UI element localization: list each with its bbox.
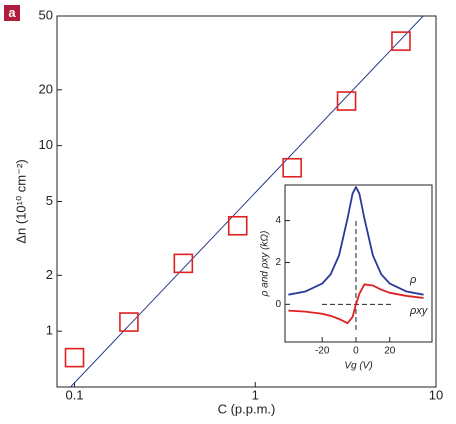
panel-label: a [8, 5, 16, 20]
curve [288, 186, 424, 296]
y-tick-label: 1 [46, 323, 53, 338]
y-tick-label: 4 [275, 215, 281, 226]
y-axis-label: Δn (10¹⁰ cm⁻²) [13, 159, 28, 243]
y-tick-label: 50 [39, 7, 53, 22]
x-tick-label: 0.1 [65, 387, 83, 402]
x-axis-label: C (p.p.m.) [218, 401, 276, 416]
data-point [119, 312, 139, 332]
fit-line [70, 15, 424, 388]
inset-chart: -20 0 20 0 2 4 Vg (V) ρ and ρxy (kΩ) ρ ρxy [260, 184, 433, 372]
x-tick-label: 10 [429, 387, 443, 402]
y-axis-label: ρ and ρxy (kΩ) [260, 231, 271, 298]
x-tick-label: 0 [353, 346, 359, 357]
y-tick-label: 2 [46, 267, 53, 282]
x-tick-label: 20 [384, 346, 396, 357]
data-point [391, 31, 411, 51]
y-tick-label: 10 [39, 137, 53, 152]
x-axis-label: Vg (V) [344, 361, 372, 372]
data-point [336, 91, 357, 111]
y-tick-label: 5 [46, 193, 53, 208]
data-point [64, 347, 85, 368]
y-tick-label: 0 [275, 299, 281, 310]
plot-frame [284, 184, 433, 343]
curve-label: ρxy [409, 305, 429, 317]
curve-label: ρ [409, 274, 416, 286]
data-point [173, 253, 194, 274]
data-point [227, 215, 248, 236]
y-tick-label: 20 [39, 81, 53, 96]
data-point [282, 157, 302, 178]
x-tick-label: 1 [252, 387, 259, 402]
y-tick-label: 2 [275, 257, 281, 268]
curve [288, 283, 424, 325]
panel-label-box [4, 5, 20, 21]
x-tick-label: -20 [315, 346, 330, 357]
